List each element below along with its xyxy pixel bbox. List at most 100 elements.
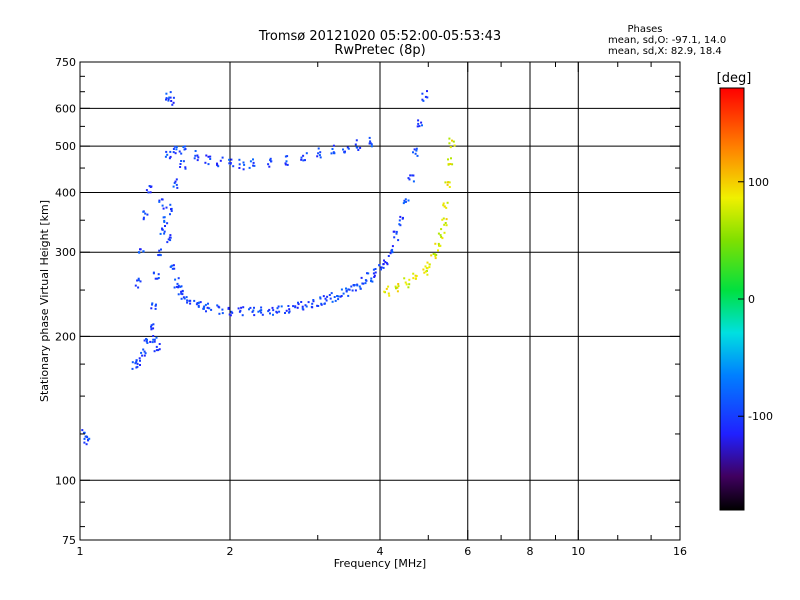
data-point xyxy=(340,295,343,297)
data-point xyxy=(393,236,396,239)
data-point xyxy=(151,302,154,305)
data-point xyxy=(412,277,415,280)
data-point xyxy=(277,305,280,308)
data-point xyxy=(169,91,172,94)
x-tick-label: 2 xyxy=(227,545,234,558)
data-point xyxy=(216,164,219,167)
data-point xyxy=(448,181,451,184)
data-point xyxy=(443,231,446,234)
data-point xyxy=(152,335,155,337)
data-point xyxy=(330,152,333,155)
data-point xyxy=(189,302,192,305)
data-point xyxy=(355,146,358,149)
data-point xyxy=(359,146,362,149)
data-point xyxy=(252,164,255,167)
data-point xyxy=(317,152,320,155)
data-point xyxy=(157,349,160,352)
data-point xyxy=(285,309,288,312)
data-point xyxy=(380,268,382,271)
data-point xyxy=(229,162,232,164)
data-point xyxy=(329,297,332,300)
data-point xyxy=(434,255,437,258)
data-point xyxy=(163,219,166,222)
data-point xyxy=(392,230,395,233)
data-point xyxy=(444,181,447,184)
data-point xyxy=(175,183,178,186)
data-point xyxy=(139,364,141,366)
data-point xyxy=(449,146,452,149)
data-point xyxy=(152,323,155,326)
data-point xyxy=(180,152,183,155)
data-point xyxy=(185,296,188,299)
data-point xyxy=(351,289,354,292)
data-point xyxy=(171,103,174,106)
data-point xyxy=(149,186,152,188)
data-point xyxy=(432,253,435,255)
data-point xyxy=(394,285,397,288)
data-point xyxy=(369,140,372,143)
data-point xyxy=(426,273,429,276)
phases-info-o: mean, sd,O: -97.1, 14.0 xyxy=(608,35,726,46)
data-point xyxy=(196,159,199,162)
data-point xyxy=(368,142,371,145)
data-point xyxy=(155,336,158,339)
data-point xyxy=(229,314,232,317)
data-point xyxy=(347,294,350,297)
data-point xyxy=(271,306,274,309)
data-point xyxy=(85,443,88,446)
data-point xyxy=(155,345,158,348)
data-point xyxy=(161,228,164,231)
data-point xyxy=(170,208,172,211)
data-point xyxy=(81,429,84,432)
data-point xyxy=(445,218,448,221)
data-point xyxy=(209,155,212,158)
data-point xyxy=(337,298,340,301)
data-point xyxy=(83,441,86,444)
data-point xyxy=(415,149,418,152)
data-point xyxy=(161,204,164,207)
data-point xyxy=(143,350,146,353)
data-point xyxy=(216,304,219,307)
data-point xyxy=(137,286,140,289)
data-point xyxy=(240,306,243,309)
data-point xyxy=(292,305,295,308)
data-point xyxy=(448,142,451,145)
data-point xyxy=(287,305,290,307)
data-point xyxy=(221,156,224,159)
data-point xyxy=(259,309,262,312)
data-point xyxy=(452,140,455,143)
data-point xyxy=(197,156,200,159)
data-point xyxy=(148,185,151,187)
data-point xyxy=(184,145,186,148)
data-point xyxy=(172,151,175,154)
grid-layer xyxy=(80,62,680,540)
data-point xyxy=(242,306,245,309)
data-point xyxy=(297,303,300,306)
data-point xyxy=(391,251,394,254)
data-point xyxy=(269,312,271,315)
y-tick-label: 300 xyxy=(55,246,76,259)
data-point xyxy=(162,207,165,210)
data-point xyxy=(342,148,344,151)
data-point xyxy=(284,312,286,314)
data-point xyxy=(178,150,181,153)
data-point xyxy=(152,271,155,274)
data-point xyxy=(395,230,398,233)
data-point xyxy=(397,283,400,285)
data-point xyxy=(182,296,185,299)
data-point xyxy=(422,99,425,102)
data-point xyxy=(451,163,454,166)
data-point xyxy=(137,279,140,282)
data-point xyxy=(312,300,315,303)
data-point xyxy=(451,139,453,142)
data-point xyxy=(421,98,424,101)
data-point xyxy=(440,236,443,238)
data-point xyxy=(380,266,383,269)
data-point xyxy=(272,313,274,316)
data-point xyxy=(395,232,398,235)
data-point xyxy=(399,215,402,218)
data-point xyxy=(304,159,306,162)
data-point xyxy=(397,285,400,288)
data-point xyxy=(346,146,349,149)
data-point xyxy=(353,284,356,287)
